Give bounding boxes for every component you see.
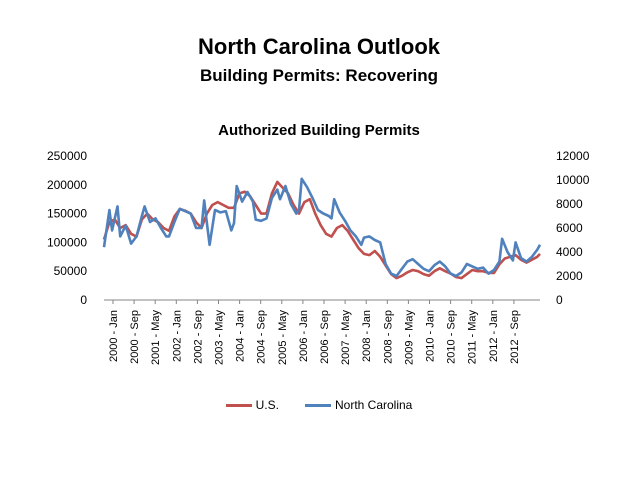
x-tick-label: 2004 - Sep bbox=[256, 310, 268, 364]
right-tick-label: 12000 bbox=[556, 149, 590, 163]
right-tick-label: 6000 bbox=[556, 221, 583, 235]
legend: U.S. North Carolina bbox=[0, 398, 638, 412]
legend-label-us: U.S. bbox=[255, 398, 279, 412]
x-tick-label: 2008 - Sep bbox=[382, 310, 394, 364]
x-axis: 2000 - Jan 2000 - Sep 2001 - May 2002 - Jan… bbox=[108, 300, 521, 365]
x-tick-label: 2011 - May bbox=[467, 310, 479, 365]
legend-label-nc: North Carolina bbox=[334, 398, 413, 412]
right-axis: 12000 10000 8000 6000 4000 2000 0 bbox=[556, 149, 590, 307]
left-axis: 250000 200000 150000 100000 50000 0 bbox=[47, 149, 87, 307]
x-tick-label: 2010 - Sep bbox=[446, 310, 458, 364]
left-tick-label: 150000 bbox=[47, 207, 87, 221]
right-tick-label: 8000 bbox=[556, 197, 583, 211]
x-tick-label: 2000 - Sep bbox=[129, 310, 141, 364]
chart-title: Authorized Building Permits bbox=[218, 122, 420, 139]
x-tick-label: 2005 - May bbox=[277, 310, 289, 366]
x-tick-label: 2003 - May bbox=[214, 310, 226, 366]
page-title: North Carolina Outlook bbox=[198, 34, 440, 59]
series-layer bbox=[102, 177, 542, 280]
x-tick-label: 2012 - Jan bbox=[488, 310, 500, 362]
x-tick-label: 2004 - Jan bbox=[235, 310, 247, 362]
series-line-nc bbox=[102, 177, 542, 278]
x-tick-label: 2006 - Sep bbox=[319, 310, 331, 364]
x-tick-label: 2010 - Jan bbox=[425, 310, 437, 362]
x-tick-label: 2008 - Jan bbox=[361, 310, 373, 362]
x-tick-label: 2002 - Jan bbox=[171, 310, 183, 362]
left-tick-label: 200000 bbox=[47, 178, 87, 192]
page-subtitle: Building Permits: Recovering bbox=[199, 66, 439, 85]
x-tick-label: 2001 - May bbox=[150, 310, 162, 366]
legend-item-us: U.S. bbox=[225, 398, 279, 412]
x-tick-label: 2012 - Sep bbox=[509, 310, 521, 364]
right-tick-label: 4000 bbox=[556, 245, 583, 259]
right-tick-label: 2000 bbox=[556, 269, 583, 283]
right-tick-label: 10000 bbox=[556, 173, 590, 187]
right-tick-label: 0 bbox=[556, 293, 563, 307]
x-tick-label: 2007 - May bbox=[340, 310, 352, 366]
left-tick-label: 250000 bbox=[47, 149, 87, 163]
x-tick-label: 2002 - Sep bbox=[192, 310, 204, 364]
left-tick-label: 100000 bbox=[47, 235, 87, 249]
x-tick-label: 2009 - May bbox=[403, 310, 415, 366]
left-tick-label: 0 bbox=[80, 293, 87, 307]
legend-item-nc: North Carolina bbox=[304, 398, 413, 412]
legend-swatch-us bbox=[225, 403, 252, 407]
x-tick-label: 2006 - Jan bbox=[298, 310, 310, 362]
x-tick-label: 2000 - Jan bbox=[108, 310, 120, 362]
series-line-us bbox=[102, 180, 541, 280]
legend-swatch-nc bbox=[304, 403, 331, 407]
left-tick-label: 50000 bbox=[54, 264, 88, 278]
